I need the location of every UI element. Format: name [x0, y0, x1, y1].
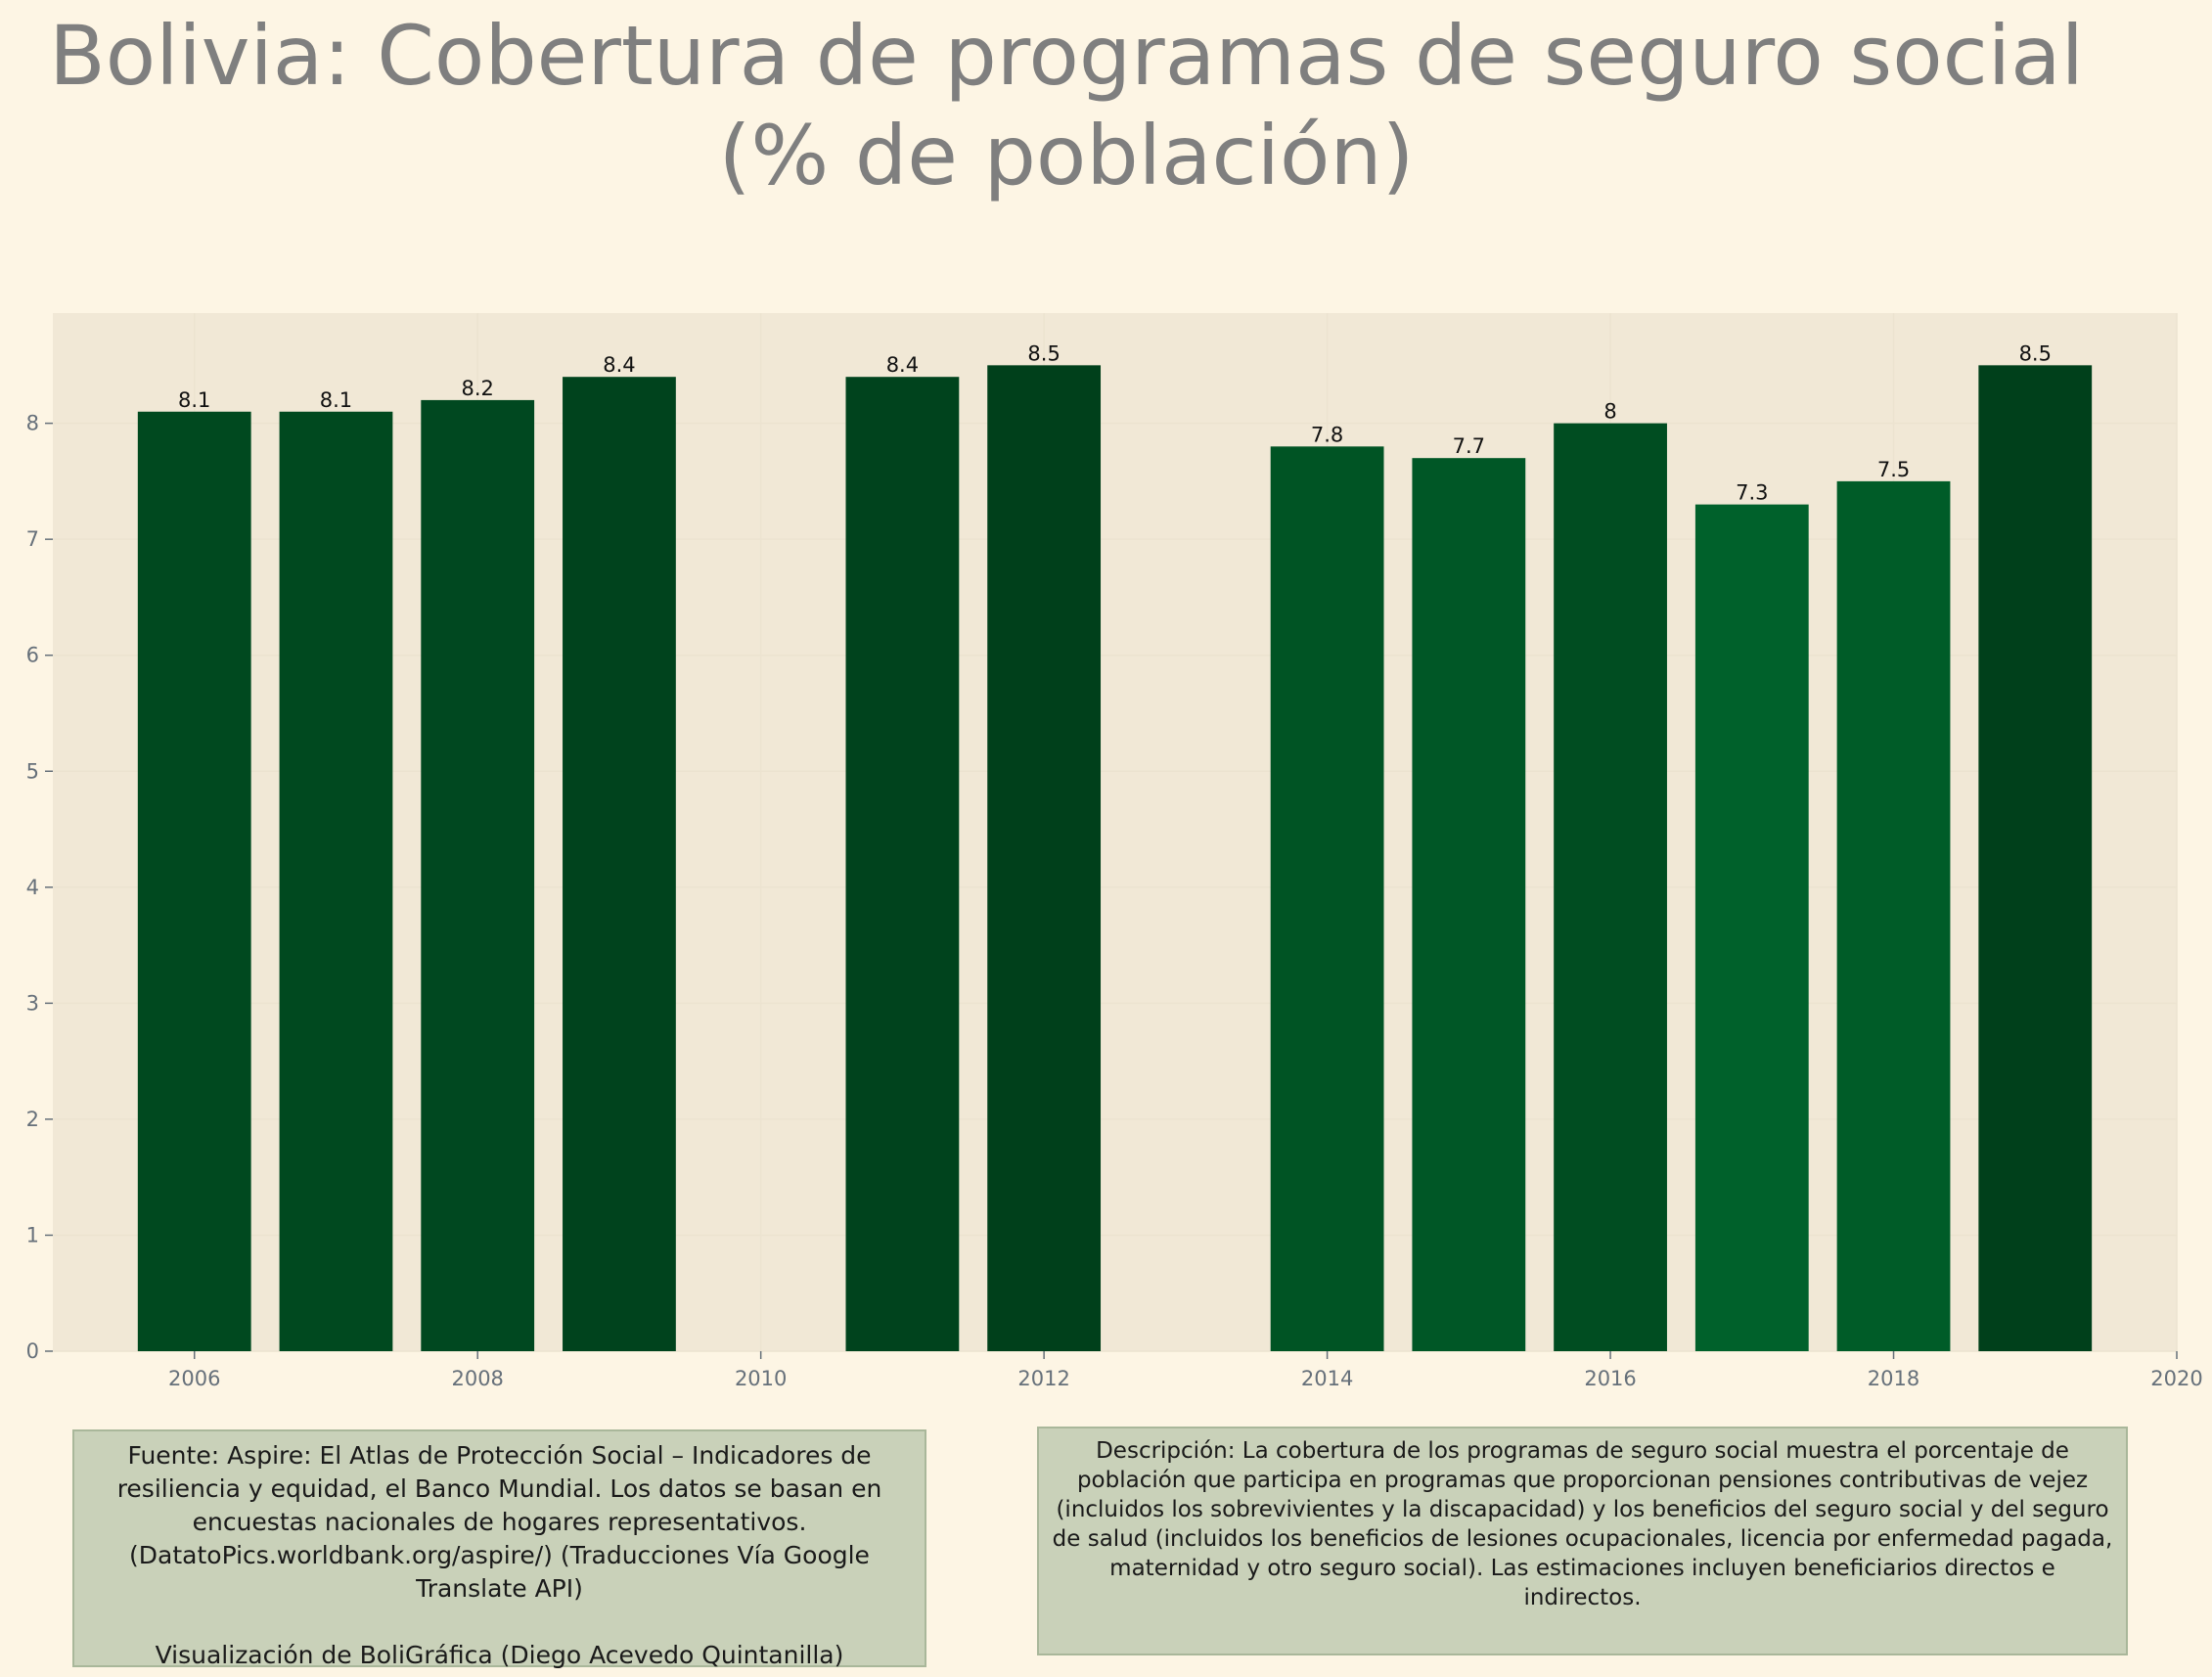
bar — [1836, 480, 1951, 1351]
y-tick-label: 6 — [26, 644, 39, 667]
data-label: 8.2 — [461, 377, 493, 400]
bar — [987, 365, 1102, 1351]
bar — [279, 411, 393, 1351]
bar — [1978, 365, 2093, 1351]
y-tick-label: 7 — [26, 527, 39, 551]
data-label: 7.3 — [1736, 481, 1768, 505]
x-tick-label: 2018 — [1868, 1367, 1919, 1390]
chart-title-line-1: Bolivia: Cobertura de programas de segur… — [49, 8, 2084, 104]
plot-area — [53, 313, 2177, 1351]
y-tick-label: 3 — [26, 991, 39, 1015]
bar — [1412, 458, 1526, 1352]
bar — [563, 377, 676, 1351]
x-tick-label: 2014 — [1301, 1367, 1353, 1390]
description-annotation: Descripción: La cobertura de los program… — [1037, 1427, 2128, 1655]
data-label: 8 — [1603, 400, 1616, 424]
bar — [1554, 423, 1667, 1351]
bar — [1694, 504, 1809, 1351]
data-label: 8.5 — [2019, 341, 2052, 365]
x-tick-label: 2010 — [735, 1367, 787, 1390]
data-label: 7.5 — [1877, 458, 1910, 481]
data-label: 8.4 — [603, 353, 635, 377]
data-label: 8.4 — [886, 353, 919, 377]
bar-chart: 8.1 8.1 8.2 8.4 8.4 8.5 7.8 7.7 8 7.3 7.5 8.5 0 1 2 3 4 5… — [26, 313, 2203, 1390]
data-label: 8.5 — [1027, 341, 1060, 365]
y-tick-label: 0 — [26, 1339, 39, 1363]
y-tick-label: 8 — [26, 412, 39, 435]
bar — [421, 399, 535, 1351]
x-tick-label: 2006 — [168, 1367, 220, 1390]
x-tick-label: 2020 — [2150, 1367, 2202, 1390]
y-tick-label: 4 — [26, 876, 39, 899]
data-label: 8.1 — [178, 388, 210, 412]
x-tick-label: 2012 — [1017, 1367, 1069, 1390]
bar — [137, 411, 251, 1351]
y-tick-label: 2 — [26, 1108, 39, 1131]
data-label: 8.1 — [320, 388, 352, 412]
chart-title-line-2: (% de población) — [718, 108, 1415, 204]
source-text: Fuente: Aspire: El Atlas de Protección S… — [116, 1441, 882, 1603]
data-label: 7.7 — [1453, 434, 1485, 458]
bar — [1270, 446, 1384, 1352]
data-label: 7.8 — [1311, 423, 1343, 446]
source-annotation: Fuente: Aspire: El Atlas de Protección S… — [72, 1429, 926, 1669]
y-tick-label: 5 — [26, 759, 39, 783]
y-tick-label: 1 — [26, 1223, 39, 1246]
x-tick-label: 2008 — [451, 1367, 503, 1390]
x-tick-label: 2016 — [1584, 1367, 1636, 1390]
description-text: Descripción: La cobertura de los program… — [1052, 1438, 2113, 1610]
credit-text: Visualización de BoliGráfica (Diego Acev… — [155, 1641, 844, 1669]
chart-title: Bolivia: Cobertura de programas de segur… — [0, 0, 2133, 205]
bar — [845, 377, 960, 1351]
